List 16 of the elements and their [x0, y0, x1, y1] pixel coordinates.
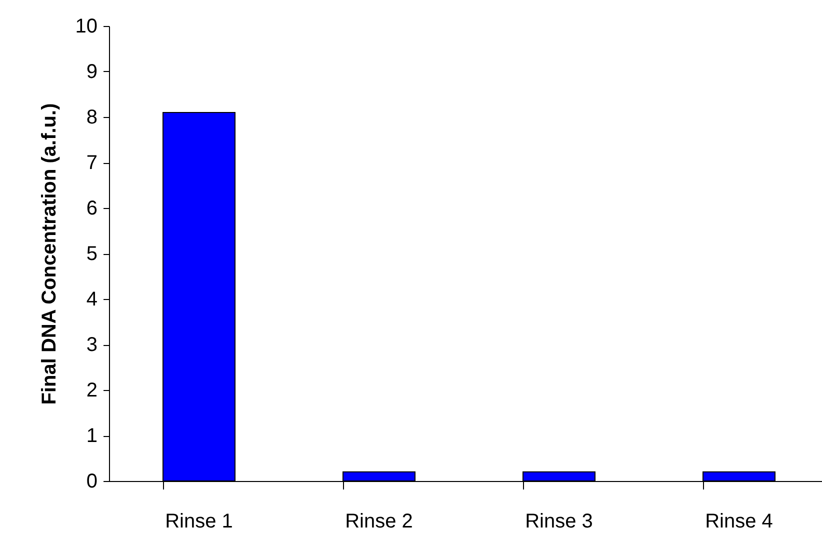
- y-tick-label: 3: [86, 334, 98, 356]
- y-tick-label: 2: [86, 380, 98, 402]
- y-tick-label: 9: [86, 61, 98, 83]
- y-axis-title: Final DNA Concentration (a.f.u.): [38, 103, 60, 405]
- y-tick-label: 1: [86, 425, 98, 447]
- x-tick-label: Rinse 2: [345, 510, 413, 532]
- y-tick-label: 7: [86, 152, 98, 174]
- y-tick-label: 10: [75, 16, 98, 38]
- x-tick-label: Rinse 4: [705, 510, 773, 532]
- x-tick-label: Rinse 1: [165, 510, 233, 532]
- y-tick-label: 6: [86, 198, 98, 220]
- y-tick-label: 4: [86, 288, 98, 310]
- y-tick-label: 5: [86, 243, 98, 265]
- y-tick-label: 8: [86, 106, 98, 128]
- x-tick-label: Rinse 3: [525, 510, 593, 532]
- y-tick-label: 0: [86, 470, 98, 492]
